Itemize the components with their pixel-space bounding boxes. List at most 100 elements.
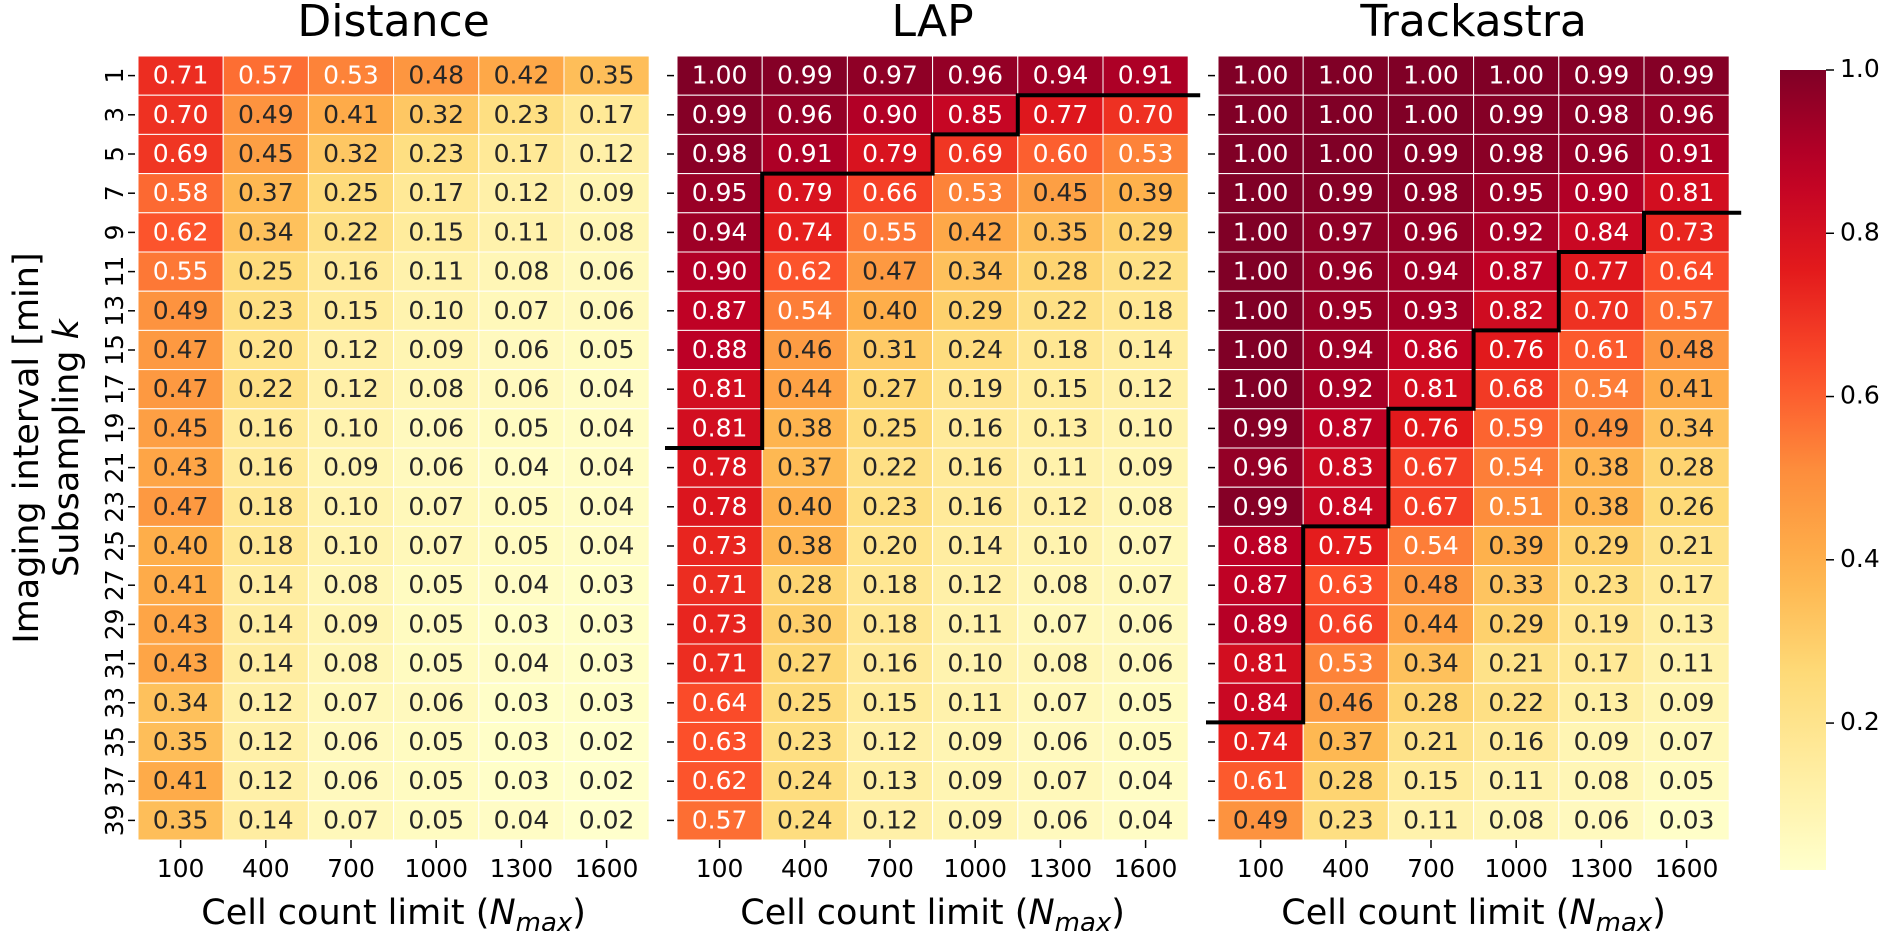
cell-value-label: 0.55 (862, 217, 918, 246)
heatmap-cell (676, 55, 763, 96)
cell-value-label: 0.34 (1659, 413, 1715, 442)
heatmap-cell (1102, 251, 1189, 292)
heatmap-cell (222, 55, 309, 96)
cell-value-label: 0.22 (1118, 257, 1174, 286)
heatmap-cell (1473, 94, 1560, 135)
cell-value-label: 0.70 (153, 100, 209, 129)
heatmap-cell (222, 721, 309, 763)
heatmap-cell (222, 761, 309, 802)
heatmap-cell (478, 369, 565, 410)
cell-value-label: 0.12 (579, 139, 635, 168)
heatmap-cell (1387, 525, 1475, 567)
cell-value-label: 0.12 (238, 688, 294, 717)
heatmap-cell (1473, 173, 1560, 214)
heatmap-cell (222, 94, 309, 135)
cell-value-label: 0.04 (1118, 805, 1174, 834)
cell-value-label: 0.53 (947, 178, 1003, 207)
cell-value-label: 0.35 (579, 61, 635, 90)
cell-value-label: 0.26 (1659, 492, 1715, 521)
heatmap-cell (846, 173, 934, 214)
cell-value-label: 0.07 (408, 492, 464, 521)
heatmap-cell (1017, 369, 1104, 410)
cell-value-label: 0.98 (1574, 100, 1630, 129)
cell-value-label: 0.99 (1403, 139, 1459, 168)
cell-value-label: 1.00 (1233, 61, 1289, 90)
heatmap-cell (1387, 290, 1475, 331)
cell-value-label: 0.07 (1118, 570, 1174, 599)
cell-value-label: 0.05 (408, 766, 464, 795)
panel-distance: Distance 0.71 0.57 0.53 0.48 0.42 0.35 0.70 0.49… (100, 0, 650, 931)
cell-value-label: 0.53 (1318, 649, 1374, 678)
cell-value-label: 0.11 (494, 217, 550, 246)
colorbar: 0.2 0.4 0.6 0.8 1.0 (1780, 54, 1880, 870)
heatmap-cell (222, 133, 309, 175)
heatmap-cell (932, 721, 1019, 763)
heatmap-cell (761, 486, 848, 527)
heatmap-cell (846, 565, 934, 606)
cell-value-label: 0.99 (1659, 61, 1715, 90)
heatmap-cell (307, 290, 395, 331)
cell-value-label: 0.18 (238, 492, 294, 521)
cell-value-label: 0.05 (408, 805, 464, 834)
cell-value-label: 0.21 (1659, 531, 1715, 560)
heatmap-cell (393, 290, 480, 331)
cell-value-label: 0.16 (323, 257, 379, 286)
cell-value-label: 0.04 (1118, 766, 1174, 795)
cell-value-label: 0.23 (862, 492, 918, 521)
heatmap-cell (563, 447, 650, 488)
cell-value-label: 0.53 (323, 61, 379, 90)
cell-value-label: 0.05 (408, 727, 464, 756)
cell-value-label: 0.54 (1488, 453, 1544, 482)
cell-value-label: 0.67 (1403, 453, 1459, 482)
heatmap-cell (137, 525, 224, 567)
x-tick-label: 1600 (575, 854, 639, 883)
heatmap-cell (676, 408, 763, 449)
cell-value-label: 0.04 (579, 453, 635, 482)
cell-value-label: 0.47 (862, 257, 918, 286)
cell-value-label: 0.99 (777, 61, 833, 90)
cell-value-label: 0.05 (408, 609, 464, 638)
cell-value-label: 0.24 (777, 766, 833, 795)
cell-value-label: 0.06 (1118, 649, 1174, 678)
cell-value-label: 0.03 (579, 688, 635, 717)
heatmap-cell (846, 94, 934, 135)
heatmap-cell (478, 761, 565, 802)
cell-value-label: 0.09 (323, 609, 379, 638)
cell-value-label: 0.37 (777, 453, 833, 482)
cell-value-label: 0.48 (1659, 335, 1715, 364)
heatmap-cell (563, 251, 650, 292)
cell-value-label: 0.34 (238, 217, 294, 246)
cell-value-label: 0.09 (947, 805, 1003, 834)
cell-value-label: 0.11 (947, 688, 1003, 717)
cell-value-label: 0.05 (494, 413, 550, 442)
heatmap-cell (846, 408, 934, 449)
heatmap-cell (1217, 94, 1304, 135)
heatmap-cell (393, 94, 480, 135)
cell-value-label: 0.06 (323, 727, 379, 756)
heatmap-cell (1102, 761, 1189, 802)
heatmap-cell (307, 173, 395, 214)
y-axis-label: Imaging interval [min] Subsampling k (7, 252, 87, 643)
cell-value-label: 0.45 (153, 413, 209, 442)
cell-value-label: 0.16 (238, 453, 294, 482)
y-tick-label: 3 (100, 107, 129, 123)
cell-value-label: 0.11 (1488, 766, 1544, 795)
heatmap-cell (761, 721, 848, 763)
cell-value-label: 0.61 (1233, 766, 1289, 795)
cell-value-label: 0.35 (153, 727, 209, 756)
heatmap-cell (1017, 682, 1104, 723)
heatmap-cell (393, 525, 480, 567)
cell-value-label: 0.15 (323, 296, 379, 325)
cell-value-label: 0.12 (323, 335, 379, 364)
cell-value-label: 0.22 (1033, 296, 1089, 325)
cell-value-label: 0.16 (947, 413, 1003, 442)
heatmap-cell (676, 447, 763, 488)
cell-value-label: 0.18 (862, 570, 918, 599)
heatmap-cell (222, 486, 309, 527)
cell-value-label: 0.06 (1574, 805, 1630, 834)
cell-value-label: 0.10 (323, 492, 379, 521)
heatmap-cell (676, 525, 763, 567)
heatmap-cell (1302, 486, 1389, 527)
heatmap-cell (478, 565, 565, 606)
cell-value-label: 0.81 (1403, 374, 1459, 403)
